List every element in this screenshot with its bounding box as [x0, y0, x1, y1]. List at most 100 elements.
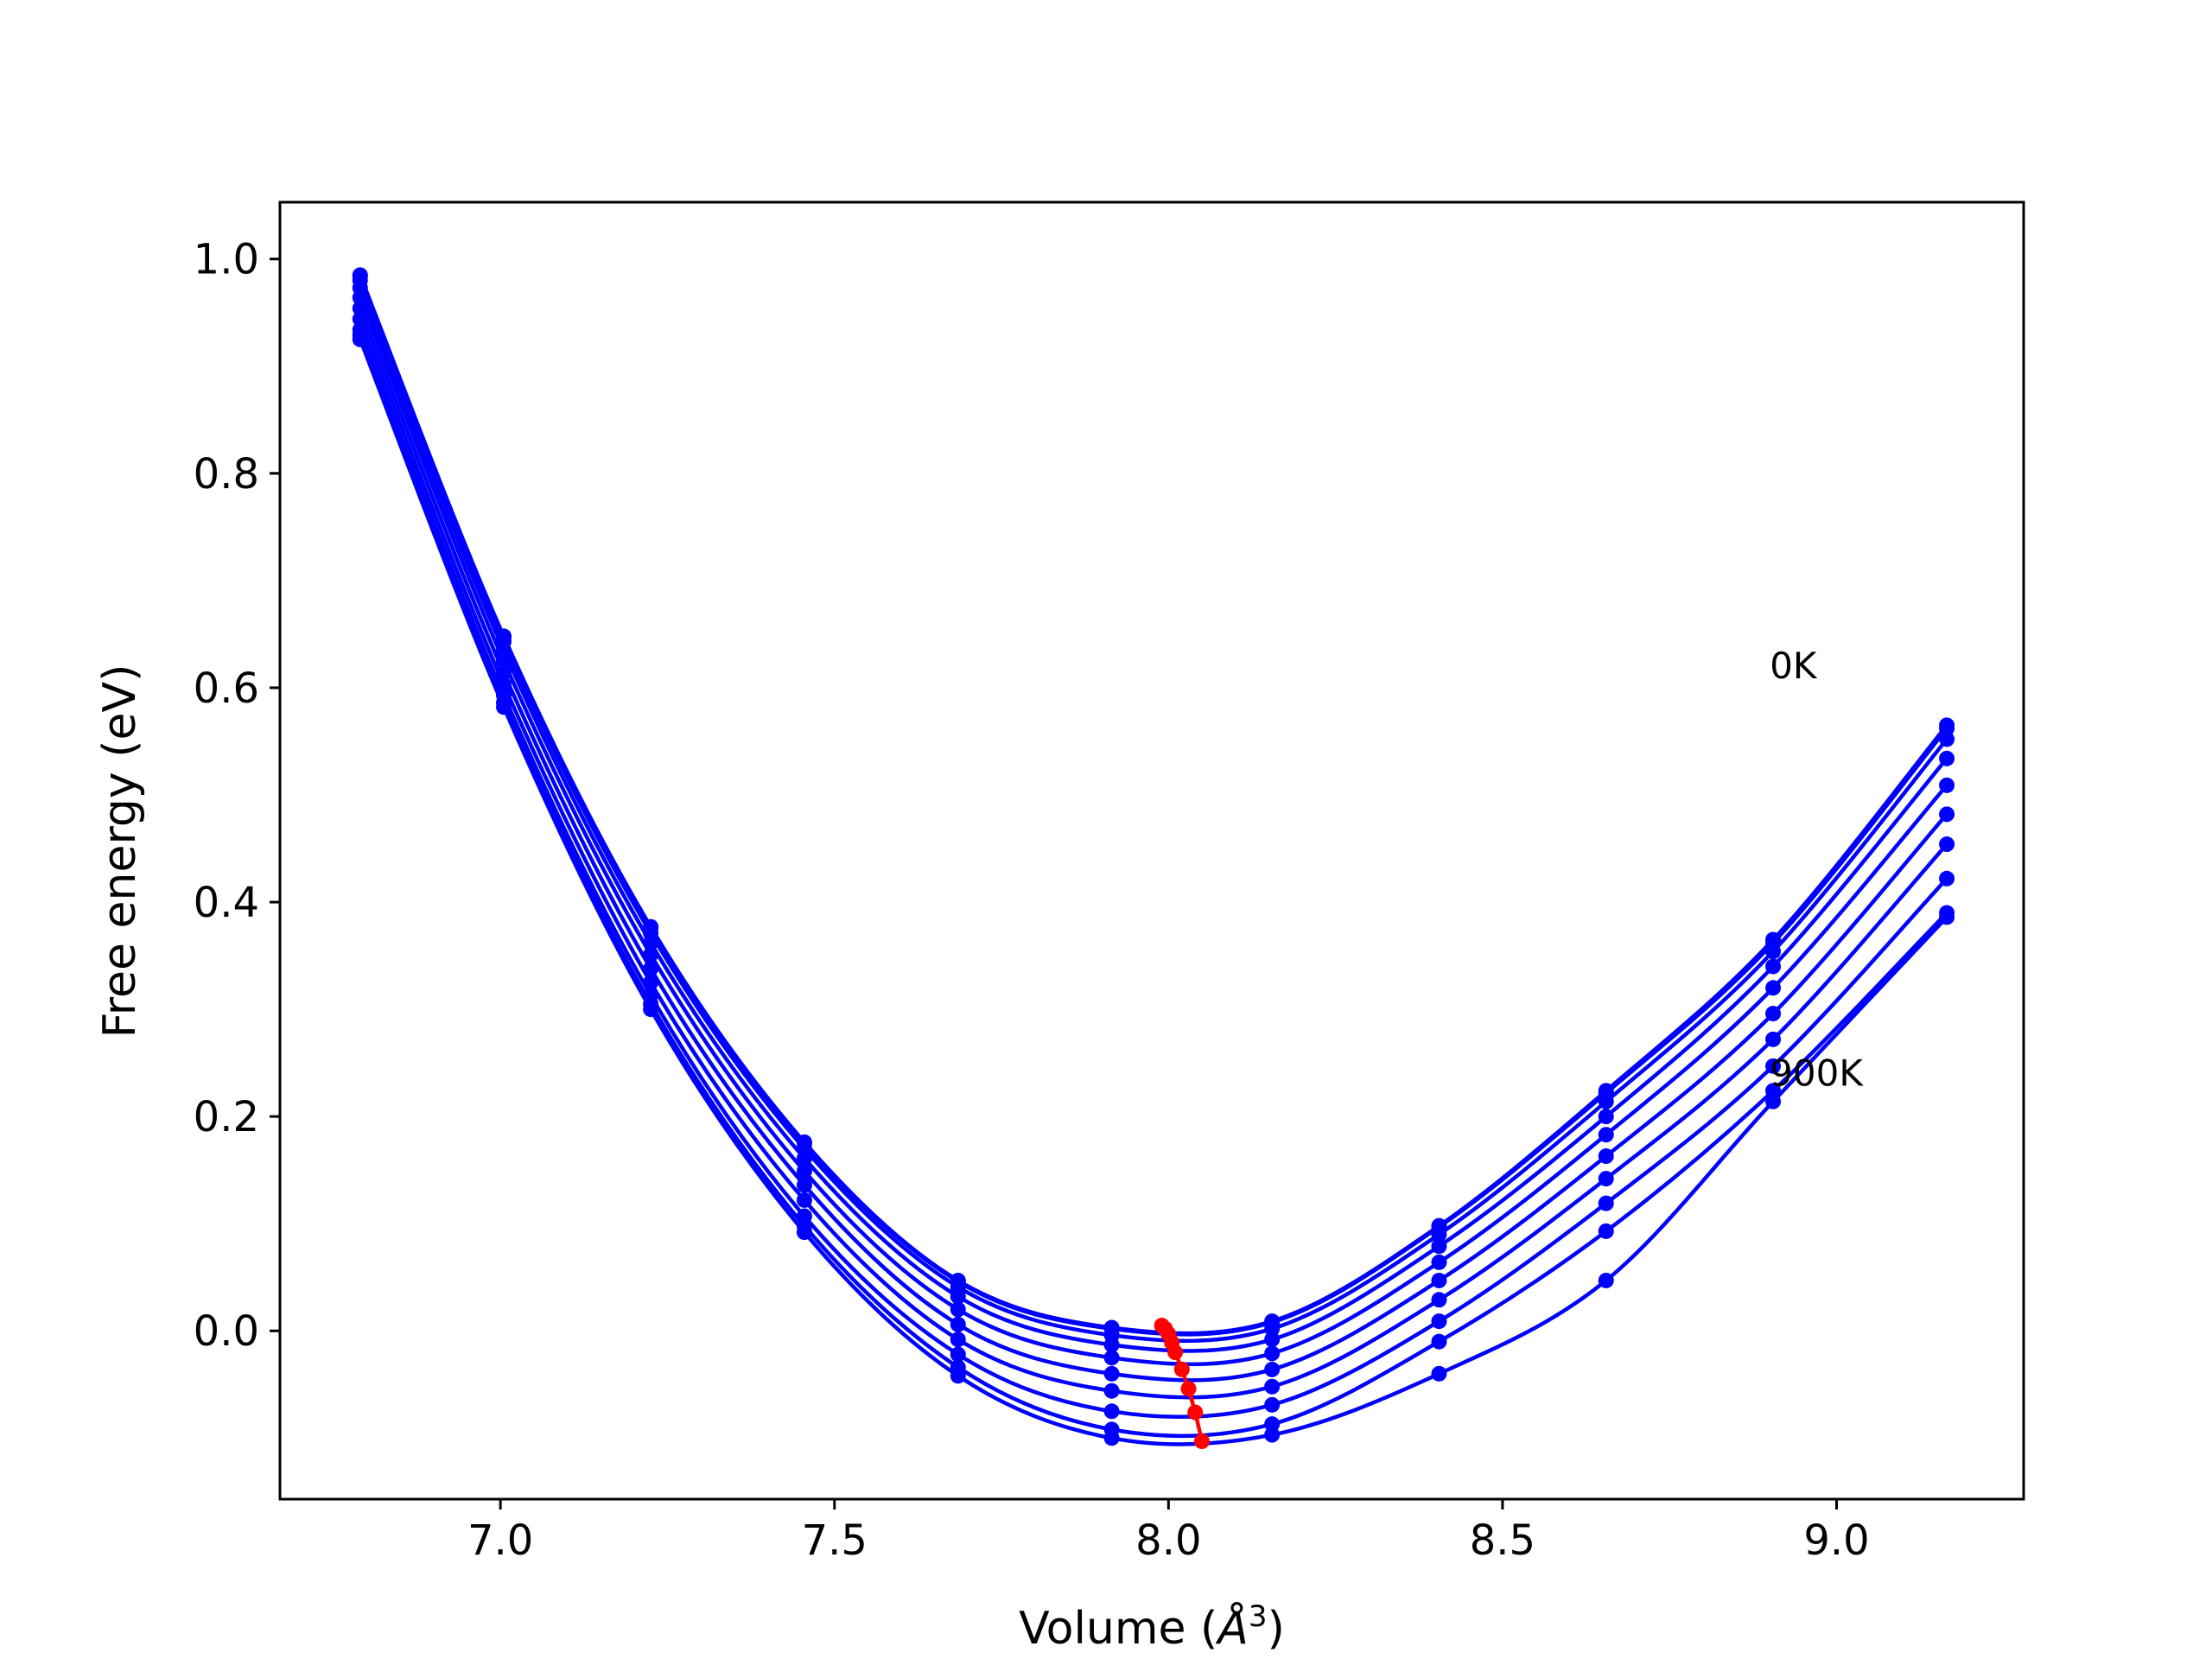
minima-point: [1173, 1361, 1190, 1377]
data-point: [1598, 1127, 1614, 1143]
axes-frame: [278, 200, 2025, 1501]
minima-point: [1187, 1404, 1204, 1421]
data-point: [950, 1288, 966, 1305]
data-point: [1765, 958, 1782, 975]
series-line: [358, 328, 1948, 1420]
x-tick-label: 8.5: [1470, 1516, 1535, 1565]
x-tick-label: 7.5: [802, 1516, 868, 1565]
data-point: [1598, 1148, 1614, 1165]
data-point: [1765, 1093, 1782, 1109]
data-point: [1264, 1332, 1281, 1348]
data-point: [1765, 1006, 1782, 1022]
minima-point: [1193, 1433, 1210, 1450]
series-line: [358, 307, 1948, 1382]
data-point: [1103, 1430, 1120, 1446]
data-point: [796, 1150, 812, 1166]
annotation-label: 0K: [1770, 645, 1818, 687]
data-point: [352, 331, 368, 347]
y-tick-label: 0.2: [194, 1093, 259, 1141]
minima-point: [1180, 1381, 1197, 1397]
series-line: [358, 318, 1948, 1400]
minima-series: [1154, 1318, 1210, 1450]
y-tick-label: 0.0: [194, 1307, 259, 1356]
data-point: [1264, 1396, 1281, 1413]
annotations: 0K 900K: [1770, 645, 1864, 1094]
x-tick-label: 8.0: [1135, 1516, 1201, 1565]
plot-content: [352, 267, 1955, 1450]
data-point: [1598, 1171, 1614, 1187]
data-point: [1264, 1361, 1281, 1377]
series-600K: [352, 311, 1955, 1400]
data-point: [1103, 1337, 1120, 1353]
x-tick-label: 9.0: [1803, 1516, 1869, 1565]
data-point: [1431, 1313, 1447, 1330]
data-point: [1939, 721, 1955, 737]
y-axis-ticks: 0.0 0.2 0.4 0.6 0.8 1.0: [194, 236, 280, 1356]
data-point: [1103, 1350, 1120, 1366]
series-line: [358, 279, 1948, 1344]
data-point: [796, 1163, 812, 1179]
data-point: [796, 1224, 812, 1241]
y-tick-label: 0.6: [194, 664, 259, 713]
data-point: [352, 289, 368, 306]
data-point: [643, 1001, 659, 1018]
data-point: [1103, 1403, 1120, 1420]
y-tick-label: 0.8: [194, 450, 259, 499]
data-point: [1598, 1223, 1614, 1239]
series-line: [358, 287, 1948, 1353]
data-point: [1264, 1345, 1281, 1362]
data-point: [1939, 777, 1955, 793]
data-point: [1431, 1272, 1447, 1288]
minima-point: [1167, 1344, 1184, 1361]
data-point: [1264, 1416, 1281, 1433]
data-point: [1598, 1109, 1614, 1125]
data-point: [1431, 1238, 1447, 1255]
x-axis-label: Volume (Å3): [1019, 1599, 1285, 1655]
series-300K: [352, 280, 1955, 1353]
series-line: [358, 296, 1948, 1367]
x-axis-ticks: 7.0 7.5 8.0 8.5 9.0: [467, 1499, 1870, 1565]
y-tick-label: 0.4: [194, 879, 259, 927]
data-point: [496, 699, 512, 715]
data-point: [1264, 1427, 1281, 1443]
data-point: [950, 1301, 966, 1318]
data-point: [950, 1316, 966, 1332]
data-point: [1939, 731, 1955, 747]
data-point: [1103, 1382, 1120, 1399]
data-point: [1939, 750, 1955, 766]
data-point: [1431, 1333, 1447, 1350]
data-point: [1264, 1378, 1281, 1395]
data-point: [1765, 1031, 1782, 1047]
data-point: [1431, 1226, 1447, 1243]
data-point: [1264, 1320, 1281, 1337]
data-point: [1598, 1093, 1614, 1109]
data-point: [1939, 836, 1955, 853]
data-point: [1939, 909, 1955, 925]
data-point: [1598, 1272, 1614, 1288]
data-point: [1431, 1365, 1447, 1382]
data-point: [1431, 1292, 1447, 1308]
series-line: [358, 275, 1948, 1337]
data-point: [1939, 870, 1955, 887]
y-tick-label: 1.0: [194, 236, 259, 284]
data-point: [352, 311, 368, 327]
data-point: [352, 300, 368, 316]
series-500K: [352, 300, 1955, 1382]
data-point: [1939, 806, 1955, 823]
data-point: [950, 1368, 966, 1384]
data-point: [1103, 1365, 1120, 1382]
y-axis-label: Free energy (eV): [94, 664, 146, 1039]
data-point: [1431, 1254, 1447, 1270]
series-line: [358, 338, 1948, 1446]
data-point: [1765, 980, 1782, 996]
data-point: [950, 1346, 966, 1363]
data-point: [1765, 1058, 1782, 1074]
x-tick-label: 7.0: [467, 1516, 533, 1565]
data-point: [796, 1177, 812, 1193]
data-point: [1765, 944, 1782, 960]
annotation-label: 900K: [1770, 1052, 1864, 1095]
data-point: [950, 1332, 966, 1348]
data-point: [1598, 1195, 1614, 1211]
